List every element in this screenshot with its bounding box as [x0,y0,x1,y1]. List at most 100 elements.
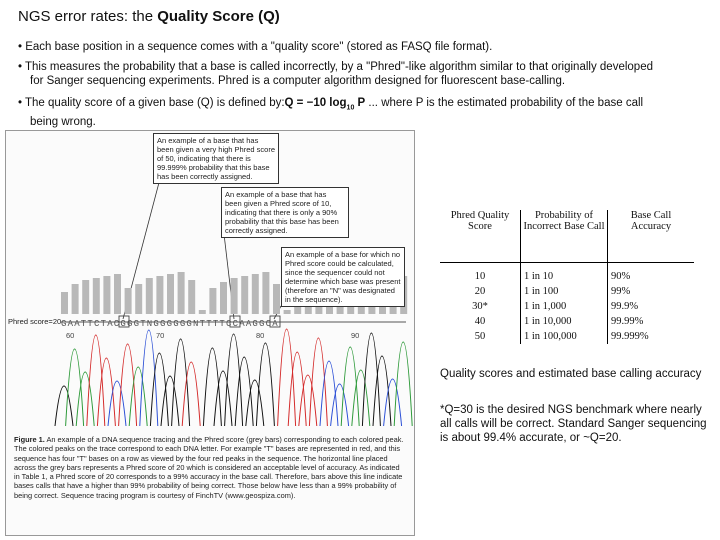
bullet-formula: • The quality score of a given base (Q) … [18,96,708,129]
phred-bar [198,310,206,314]
phred-bar [61,292,68,314]
phred-bar [92,278,100,314]
position-90: 90 [351,331,360,340]
formula-variable: P [354,97,366,109]
trace-peak [372,355,392,427]
trace-peak [245,379,265,427]
trace-peak [224,333,244,427]
base-highlight-boxes [118,315,281,328]
position-60: 60 [66,331,75,340]
trace-peak [65,348,85,427]
trace-peak [255,342,275,427]
trace-peak [393,341,413,427]
trace-peak [277,328,297,427]
sequence-trace-figure: An example of a base that has been given… [5,130,415,536]
bullet-phred: • This measures the probability that a b… [18,60,708,88]
table-row: 50 1 in 100,000 99.999% [440,329,694,344]
trace-peak [96,357,116,427]
bullet-phred-line1: • This measures the probability that a b… [18,61,653,73]
trace-peak [54,385,74,427]
trace-peak [234,356,254,427]
bullet-fastq: • Each base position in a sequence comes… [18,41,493,53]
highlight-base-2 [229,315,241,328]
cell-probability: 1 in 10,000 [520,314,608,329]
trace-peak [171,338,191,427]
table-row: 20 1 in 100 99% [440,284,694,299]
title-prefix: NGS error rates: the [18,8,158,25]
trace-peak [149,352,169,427]
phred-quality-table: Phred Quality Score Probability of Incor… [440,210,694,344]
title-bold: Quality Score (Q) [157,8,280,25]
phred-bar [177,272,185,314]
chromatogram-peaks [54,328,413,427]
callout-low-score: An example of a base that has been given… [221,187,349,238]
cell-accuracy: 99.9% [607,299,694,314]
position-70: 70 [156,331,165,340]
phred-bar [273,284,280,314]
trace-peak [86,334,106,427]
header-probability: Probability of Incorrect Base Call [520,210,608,263]
trace-peak [319,360,339,427]
trace-peak [298,374,318,427]
sequence-text: GAATTCTACGGGTNGGGGGGNTTTTCCAAGGCA [61,319,279,329]
highlight-base-3 [269,315,281,328]
trace-peak [330,383,350,427]
trace-peak [107,380,127,427]
trace-peak [128,366,148,427]
bullet-phred-line2: for Sanger sequencing experiments. Phred… [30,75,566,87]
phred-bar [220,282,227,314]
phred-bar [209,288,217,314]
cell-accuracy: 99.999% [607,329,694,344]
cell-accuracy: 90% [607,262,694,284]
cell-score: 20 [474,286,486,297]
cell-probability: 1 in 100,000 [520,329,608,344]
cell-probability: 1 in 100 [520,284,608,299]
phred-bar [230,278,238,314]
phred-bar [188,280,196,314]
table-caption: Quality scores and estimated base callin… [440,368,702,380]
phred-bar [251,274,259,314]
cell-accuracy: 99.99% [607,314,694,329]
phred-score-label: Phred score=20 [8,317,62,326]
trace-peak [213,370,233,427]
cell-probability: 1 in 1,000 [520,299,608,314]
phred-bar [167,274,174,314]
phred-bar [135,284,143,314]
header-phred-score: Phred Quality Score [440,210,521,263]
trace-peak [75,371,95,427]
cell-probability: 1 in 10 [520,262,608,284]
formula-prefix: • The quality score of a given base (Q) … [18,97,285,109]
callout-no-score: An example of a base for which no Phred … [281,247,405,307]
cell-accuracy: 99% [607,284,694,299]
phred-bar [262,272,270,314]
phred-bar [114,274,121,314]
phred-bar [103,276,111,314]
table-header-row: Phred Quality Score Probability of Incor… [440,210,694,263]
phred-bar [124,288,132,314]
phred-bar [145,278,153,314]
trace-peak [361,332,381,427]
trace-peak [287,351,307,427]
trace-peak [340,346,360,427]
callout-high-score: An example of a base that has been given… [153,133,279,184]
formula-line2: being wrong. [30,116,96,129]
cell-score: 50 [474,331,486,342]
phred-bar [82,280,90,314]
caption-label: Figure 1. [14,435,45,444]
formula-subscript: 10 [346,104,355,112]
slide-title: NGS error rates: the Quality Score (Q) [18,8,280,25]
trace-peak [351,369,371,427]
cell-score: 10 [474,271,486,282]
trace-peak [139,329,159,427]
cell-score: 30* [472,301,488,312]
base-sequence: GAATTCTACGGGTNGGGGGGNTTTTCCAAGGCA [61,319,279,329]
phred-bar [71,284,79,314]
formula: Q = −10 log10 P [284,97,366,112]
formula-suffix: ... where P is the estimated probability… [365,97,644,109]
table-row: 10 1 in 10 90% [440,262,694,284]
highlight-base-1 [118,315,130,328]
table-row: 30* 1 in 1,000 99.9% [440,299,694,314]
formula-text: Q = −10 log [284,97,347,109]
table-row: 40 1 in 10,000 99.99% [440,314,694,329]
position-80: 80 [256,331,265,340]
